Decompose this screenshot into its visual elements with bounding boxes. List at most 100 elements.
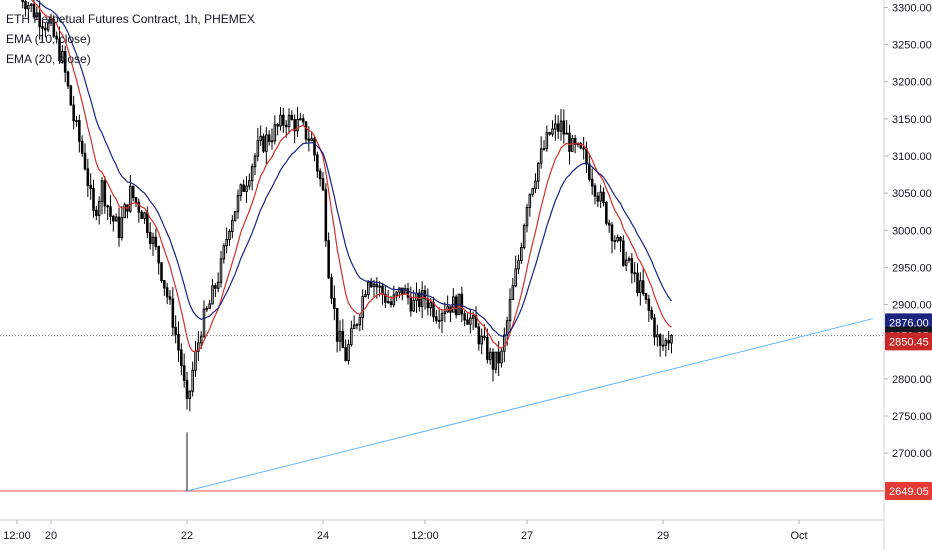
candle-body <box>641 280 645 294</box>
candle-body <box>245 185 248 192</box>
candle-body <box>284 124 288 128</box>
trendline-layer[interactable] <box>186 318 873 492</box>
candle-body <box>500 350 503 364</box>
ema-10-label[interactable]: EMA (10, close) <box>6 32 91 46</box>
candle-body <box>590 178 594 187</box>
candle-body <box>313 138 316 156</box>
candle-body <box>605 202 608 224</box>
candle-body <box>409 296 413 312</box>
candle-body <box>49 19 53 24</box>
candle-body <box>86 168 90 187</box>
candle-body <box>338 330 342 342</box>
candle-body <box>585 148 588 165</box>
candle-body <box>276 124 279 127</box>
candle-body <box>80 140 84 154</box>
candle-body <box>52 19 56 37</box>
candle-body <box>131 185 135 199</box>
candle-body <box>491 351 495 370</box>
candle-body <box>471 315 475 319</box>
candle-body <box>511 285 515 300</box>
candle-body <box>208 303 211 309</box>
candle-body <box>412 299 415 312</box>
candle-body <box>89 185 92 189</box>
candle-body <box>440 313 444 321</box>
candle-body <box>199 335 203 344</box>
candle-body <box>129 185 132 212</box>
candle-body <box>109 206 112 217</box>
candle-body <box>355 324 359 327</box>
candle-body <box>573 138 577 145</box>
candle-body <box>46 22 50 31</box>
candle-body <box>177 333 180 351</box>
candle-body <box>545 132 549 150</box>
candle-body <box>443 311 447 315</box>
candle-body <box>262 135 265 152</box>
price-label-text: 2876.00 <box>889 317 929 329</box>
candle-body <box>658 334 662 346</box>
candle-body <box>633 272 636 275</box>
candle-body <box>554 123 557 130</box>
candle-body <box>185 379 189 399</box>
candle-body <box>429 302 432 309</box>
candle-body <box>143 212 146 220</box>
y-tick-label: 3050.00 <box>892 188 932 200</box>
y-tick-label: 3150.00 <box>892 114 932 126</box>
candle-body <box>287 114 291 128</box>
price-label-text: 2850.45 <box>889 336 929 348</box>
candle-body <box>398 287 401 293</box>
candle-body <box>344 347 347 362</box>
candle-body <box>568 132 571 152</box>
y-tick-label: 2900.00 <box>892 300 932 312</box>
candle-body <box>582 147 585 150</box>
candle-body <box>588 163 591 180</box>
candle-body <box>627 258 631 261</box>
candle-body <box>542 148 546 151</box>
candle-body <box>61 50 64 62</box>
horizontal-lines <box>0 335 884 492</box>
candle-body <box>559 120 563 132</box>
candle-body <box>639 280 642 294</box>
candle-body <box>137 201 141 213</box>
candle-body <box>151 236 155 244</box>
candle-body <box>92 187 95 211</box>
x-tick-label: 27 <box>521 530 533 542</box>
candle-body <box>664 339 668 346</box>
candle-body <box>369 281 373 288</box>
candle-body <box>27 5 30 10</box>
candle-body <box>386 301 390 304</box>
x-tick-label: 12:00 <box>3 530 31 542</box>
candle-body <box>636 272 639 294</box>
candle-body <box>66 71 70 87</box>
candle-body <box>347 344 350 362</box>
candle-body <box>341 330 345 349</box>
candle-body <box>265 134 268 152</box>
candle-body <box>191 369 194 392</box>
candle-body <box>333 297 336 309</box>
candle-body <box>106 205 109 208</box>
candle-body <box>392 294 396 306</box>
y-tick-label: 3250.00 <box>892 40 932 52</box>
candle-body <box>488 351 492 361</box>
candle-body <box>463 313 466 321</box>
candle-body <box>299 118 302 121</box>
candle-body <box>599 191 602 202</box>
y-tick-label: 3200.00 <box>892 77 932 89</box>
chart-title[interactable]: ETH Perpetual Futures Contract, 1h, PHEM… <box>6 12 255 26</box>
candle-body <box>222 245 226 260</box>
candle-body <box>273 124 277 142</box>
candle-body <box>117 216 121 238</box>
candle-body <box>324 189 328 242</box>
candle-body <box>231 220 234 232</box>
candle-body <box>644 292 648 300</box>
candle-body <box>225 238 228 247</box>
candle-body <box>103 180 107 207</box>
candle-body <box>123 204 126 219</box>
candle-body <box>661 344 665 347</box>
ema-20-label[interactable]: EMA (20, close) <box>6 52 91 66</box>
candle-body <box>361 295 364 319</box>
candle-body <box>239 184 243 197</box>
price-label: 2649.05 <box>885 481 932 500</box>
